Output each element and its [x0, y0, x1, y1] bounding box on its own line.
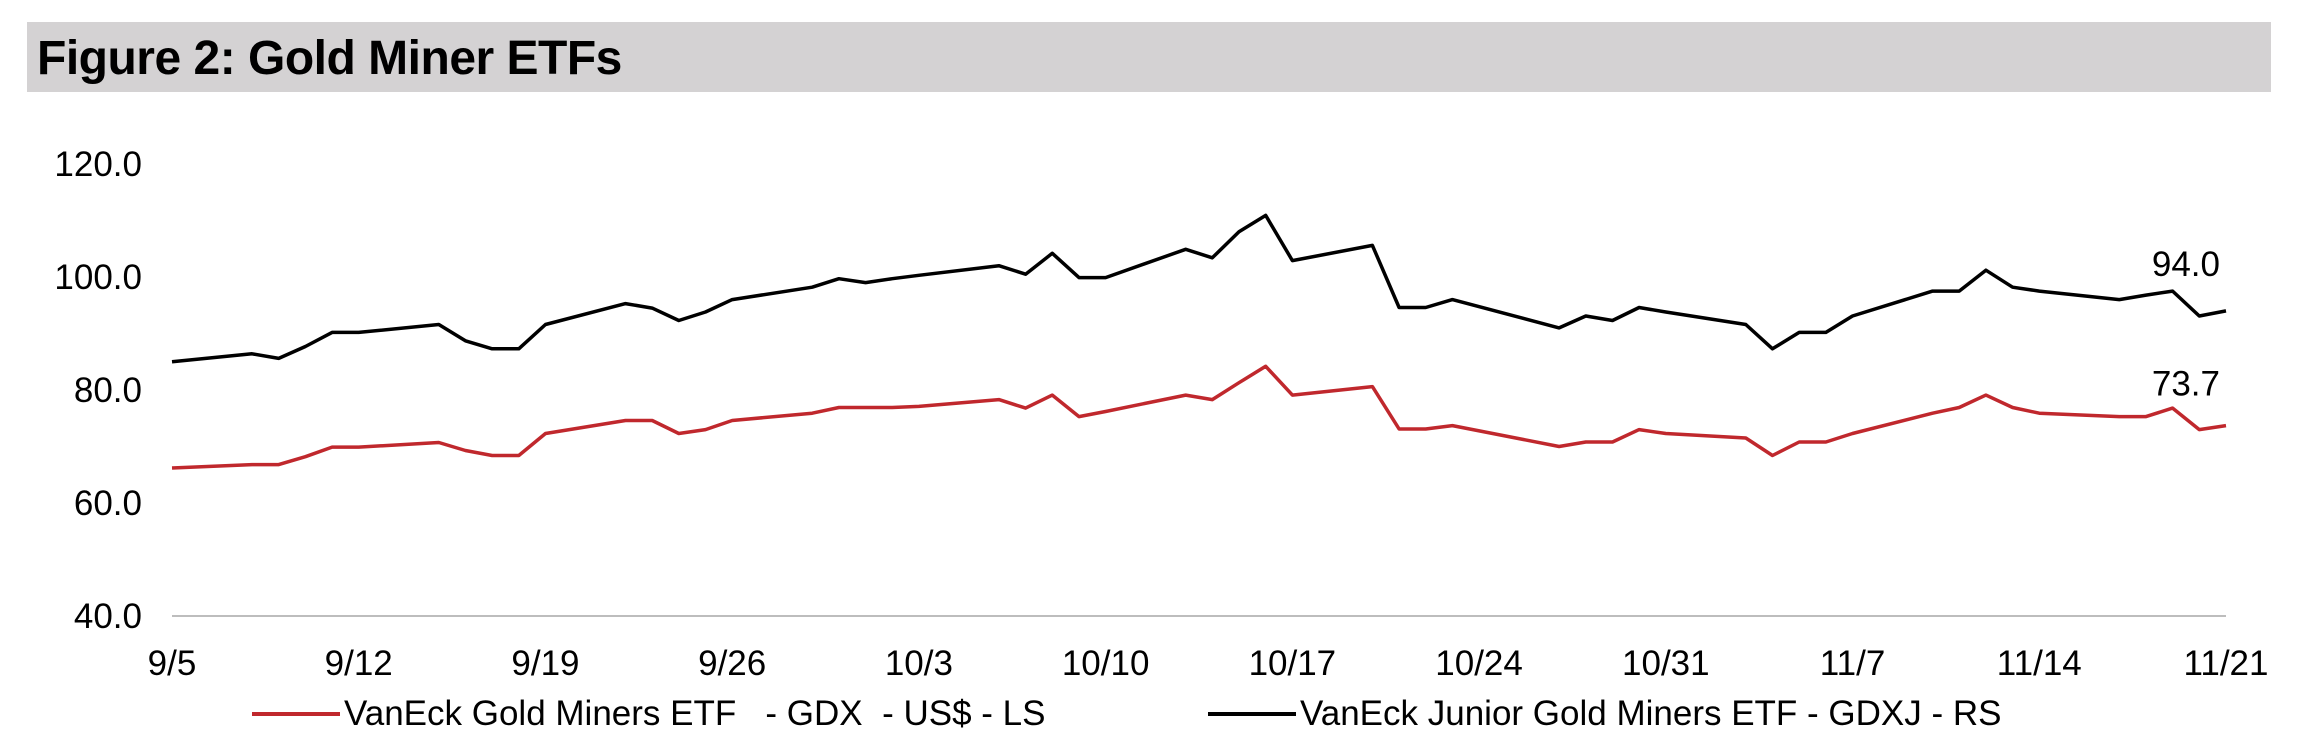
legend-swatch-gdx: [252, 712, 340, 716]
x-tick-label: 9/26: [698, 644, 766, 683]
y-tick-label: 120.0: [54, 145, 142, 184]
legend-label-gdxj: VanEck Junior Gold Miners ETF - GDXJ - R…: [1300, 694, 2002, 733]
series-line-gdxj: [171, 213, 2227, 364]
series-line-gdx: [171, 364, 2227, 470]
chart-legend: VanEck Gold Miners ETF - GDX - US$ - LS …: [0, 694, 2300, 744]
end-label-gdxj: 94.0: [2152, 245, 2220, 284]
x-tick-label: 11/21: [2184, 644, 2269, 683]
x-tick-label: 11/7: [1820, 644, 1886, 683]
line-chart: 40.0 60.0 80.0 100.0 120.0 9/5 9/12 9/19 9/26 10/…: [54, 145, 2269, 683]
x-tick-label: 9/12: [325, 644, 393, 683]
x-tick-label: 10/31: [1622, 644, 1710, 683]
legend-item-gdxj: VanEck Junior Gold Miners ETF - GDXJ - R…: [1208, 694, 2001, 734]
x-tick-label: 9/5: [148, 644, 197, 683]
x-tick-label: 10/3: [885, 644, 953, 683]
x-tick-label: 10/24: [1435, 644, 1523, 683]
x-tick-label: 9/19: [511, 644, 579, 683]
figure-title-bar: Figure 2: Gold Miner ETFs: [27, 22, 2271, 92]
y-tick-label: 100.0: [54, 258, 142, 297]
x-tick-label: 11/14: [1997, 644, 2082, 683]
legend-swatch-gdxj: [1208, 712, 1296, 716]
figure-title: Figure 2: Gold Miner ETFs: [37, 32, 622, 85]
x-tick-label: 10/17: [1249, 644, 1337, 683]
legend-item-gdx: VanEck Gold Miners ETF - GDX - US$ - LS: [252, 694, 1045, 734]
end-label-gdx: 73.7: [2152, 365, 2220, 404]
x-tick-label: 10/10: [1062, 644, 1150, 683]
y-tick-label: 60.0: [74, 484, 142, 523]
legend-label-gdx: VanEck Gold Miners ETF - GDX - US$ - LS: [344, 694, 1046, 733]
y-tick-label: 80.0: [74, 371, 142, 410]
y-tick-label: 40.0: [74, 597, 142, 636]
